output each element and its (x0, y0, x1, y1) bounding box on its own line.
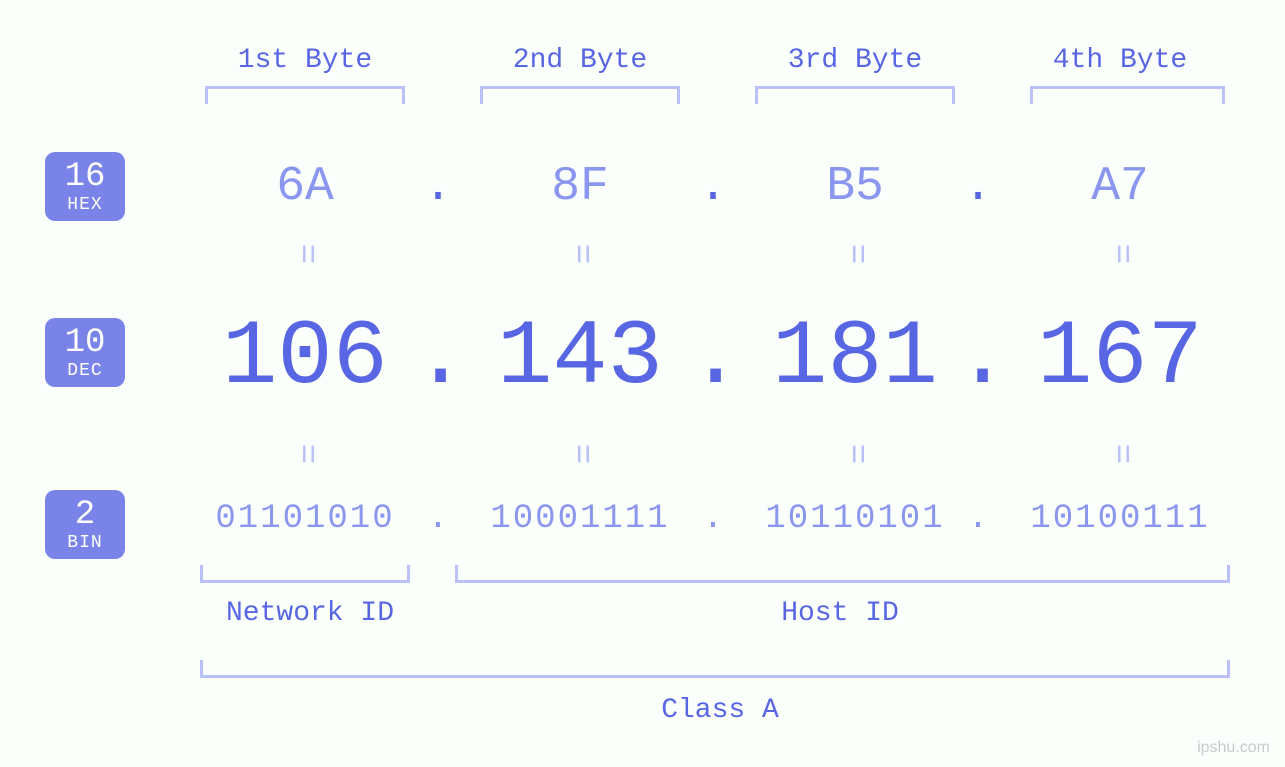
eq-dec-bin-1: = (286, 334, 324, 574)
top-bracket-2 (480, 86, 680, 104)
top-bracket-1 (205, 86, 405, 104)
badge-bin-num: 2 (45, 498, 125, 534)
byte-header-1: 1st Byte (185, 45, 425, 76)
byte-header-2: 2nd Byte (460, 45, 700, 76)
bin-byte-1: 01101010 (175, 500, 435, 538)
badge-dec: 10 DEC (45, 318, 125, 387)
network-id-label: Network ID (225, 598, 395, 629)
eq-dec-bin-2: = (561, 334, 599, 574)
byte-header-4: 4th Byte (1000, 45, 1240, 76)
badge-hex-num: 16 (45, 160, 125, 196)
byte-header-3: 3rd Byte (735, 45, 975, 76)
hex-dot-2: . (693, 160, 733, 214)
hex-dot-1: . (418, 160, 458, 214)
network-id-bracket (200, 565, 410, 583)
watermark: ipshu.com (1197, 739, 1270, 757)
eq-dec-bin-4: = (1101, 334, 1139, 574)
badge-hex: 16 HEX (45, 152, 125, 221)
class-bracket (200, 660, 1230, 678)
badge-bin-label: BIN (45, 534, 125, 553)
dec-dot-3: . (955, 305, 995, 410)
host-id-bracket (455, 565, 1230, 583)
bin-byte-3: 10110101 (725, 500, 985, 538)
bin-byte-2: 10001111 (450, 500, 710, 538)
dec-dot-2: . (688, 305, 728, 410)
badge-dec-label: DEC (45, 362, 125, 381)
hex-dot-3: . (958, 160, 998, 214)
bin-byte-4: 10100111 (990, 500, 1250, 538)
dec-dot-1: . (413, 305, 453, 410)
top-bracket-3 (755, 86, 955, 104)
class-label: Class A (640, 695, 800, 726)
eq-dec-bin-3: = (836, 334, 874, 574)
host-id-label: Host ID (760, 598, 920, 629)
badge-bin: 2 BIN (45, 490, 125, 559)
top-bracket-4 (1030, 86, 1225, 104)
badge-dec-num: 10 (45, 326, 125, 362)
badge-hex-label: HEX (45, 196, 125, 215)
